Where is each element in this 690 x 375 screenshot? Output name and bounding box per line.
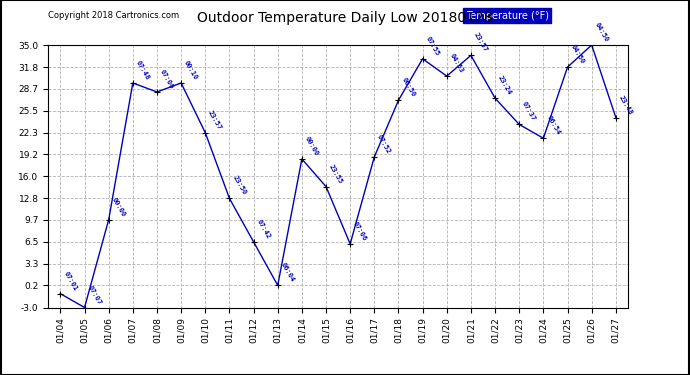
Text: 23:50: 23:50 [231, 175, 247, 196]
Text: 23:55: 23:55 [328, 163, 344, 184]
Text: 23:57: 23:57 [207, 109, 223, 130]
Text: 06:54: 06:54 [545, 115, 561, 136]
Text: 04:53: 04:53 [448, 53, 464, 74]
Text: 00:00: 00:00 [110, 196, 126, 218]
Text: 07:01: 07:01 [62, 270, 78, 292]
Text: 07:06: 07:06 [159, 69, 175, 90]
Text: 07:55: 07:55 [424, 35, 440, 57]
Text: 07:06: 07:06 [352, 220, 368, 242]
Text: Outdoor Temperature Daily Low 20180128: Outdoor Temperature Daily Low 20180128 [197, 11, 493, 25]
Text: 07:42: 07:42 [255, 218, 271, 240]
Text: 07:52: 07:52 [376, 134, 392, 155]
Text: Temperature (°F): Temperature (°F) [466, 11, 549, 21]
Text: 04:50: 04:50 [569, 44, 585, 65]
Text: 23:57: 23:57 [473, 32, 489, 53]
Text: 23:48: 23:48 [618, 94, 633, 116]
Text: 07:48: 07:48 [135, 60, 150, 81]
Text: 04:50: 04:50 [593, 21, 609, 43]
Text: 06:50: 06:50 [400, 77, 416, 98]
Text: Copyright 2018 Cartronics.com: Copyright 2018 Cartronics.com [48, 11, 179, 20]
Text: 00:00: 00:00 [304, 135, 319, 157]
Text: 06:04: 06:04 [279, 262, 295, 284]
Text: 07:07: 07:07 [86, 284, 102, 305]
Text: 00:10: 00:10 [183, 60, 199, 81]
Text: 07:37: 07:37 [521, 101, 537, 122]
Text: 23:24: 23:24 [497, 75, 513, 96]
